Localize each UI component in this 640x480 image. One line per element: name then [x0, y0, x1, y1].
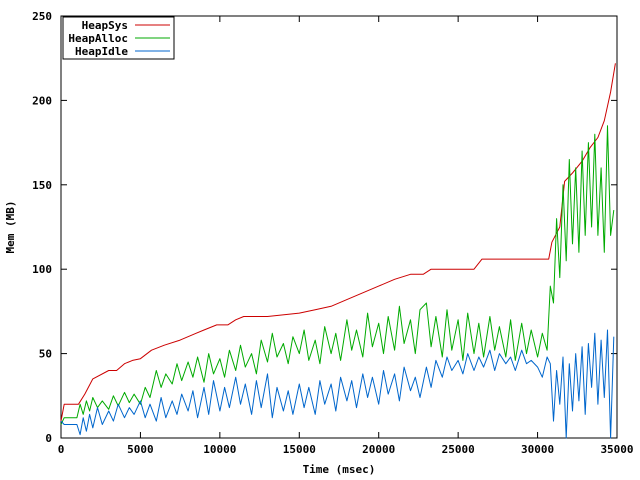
legend-label-heapsys: HeapSys	[82, 19, 128, 32]
y-tick-label: 200	[32, 94, 52, 107]
legend-label-heapalloc: HeapAlloc	[68, 32, 128, 45]
tick-labels: 0 5000 10000 15000 20000 25000 30000 35000 0 50 10…	[32, 10, 633, 456]
x-tick-label: 35000	[600, 443, 633, 456]
x-tick-label: 0	[58, 443, 65, 456]
x-tick-label: 30000	[521, 443, 554, 456]
series-line-heapsys	[60, 63, 616, 422]
y-axis-label: Mem (MB)	[4, 201, 17, 254]
y-tick-label: 0	[45, 432, 52, 445]
axis-ticks	[60, 15, 618, 439]
x-tick-label: 15000	[283, 443, 316, 456]
series-line-heapalloc	[60, 125, 615, 425]
y-tick-label: 250	[32, 10, 52, 23]
y-tick-label: 100	[32, 263, 52, 276]
legend-label-heapidle: HeapIdle	[75, 45, 128, 58]
series-lines	[60, 63, 616, 439]
x-axis-label: Time (msec)	[303, 463, 376, 476]
y-tick-label: 150	[32, 179, 52, 192]
x-tick-label: 20000	[362, 443, 395, 456]
x-tick-label: 10000	[203, 443, 236, 456]
x-tick-label: 25000	[442, 443, 475, 456]
y-tick-label: 50	[39, 348, 52, 361]
series-line-heapidle	[60, 329, 615, 439]
x-tick-label: 5000	[127, 443, 154, 456]
plot-frame	[60, 15, 618, 439]
